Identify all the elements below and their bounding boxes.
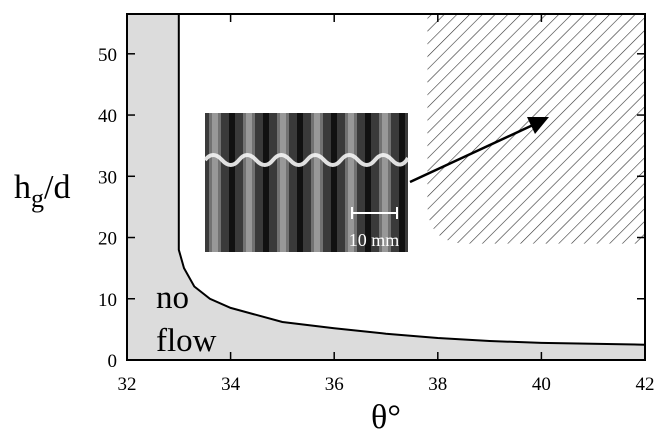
scale-bar-label: 10 mm: [349, 230, 400, 250]
region-label: flow: [156, 323, 217, 359]
x-tick-label: 38: [428, 374, 447, 395]
y-tick-label: 40: [98, 106, 117, 127]
boundary-line: [177, 14, 646, 346]
x-tick-label: 40: [532, 374, 551, 395]
y-tick-label: 50: [98, 45, 117, 66]
arrow: [409, 117, 549, 184]
region-label: no: [156, 280, 189, 316]
y-tick-label: 10: [98, 290, 117, 311]
y-tick-label: 30: [98, 167, 117, 188]
y-axis-label: hg/d: [14, 169, 70, 213]
plot: 32 34 36 38 40 42 0 10 20 30 40 50 θ° no flow 10 mm: [98, 13, 655, 436]
plot-frame: [126, 13, 646, 361]
y-tick-label: 20: [98, 229, 117, 250]
inset-image: 10 mm: [203, 113, 410, 252]
x-tick-label: 36: [325, 374, 344, 395]
y-label-sub: g: [31, 184, 44, 213]
y-label-rest: /d: [44, 169, 70, 206]
x-axis-label: θ°: [371, 399, 401, 436]
x-tick-label: 34: [221, 374, 241, 395]
x-tick-label: 32: [118, 374, 137, 395]
x-tick-label: 42: [636, 374, 655, 395]
y-tick-label: 0: [108, 351, 118, 372]
y-label-main: h: [14, 169, 31, 206]
